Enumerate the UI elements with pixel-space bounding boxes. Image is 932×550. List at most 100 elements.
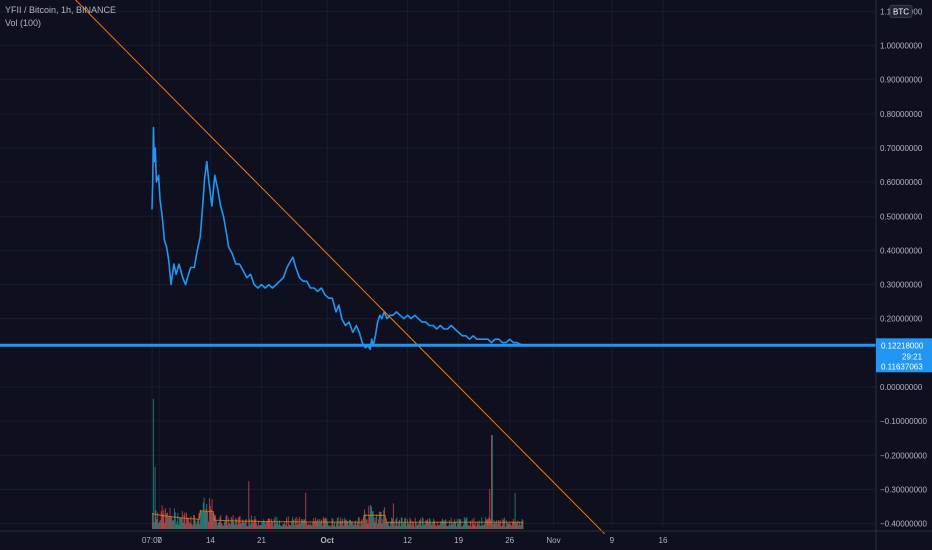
volume-bar xyxy=(441,518,443,529)
volume-bar xyxy=(496,520,498,529)
volume-bar xyxy=(417,524,419,529)
volume-bar xyxy=(379,511,381,529)
volume-bar xyxy=(215,520,217,529)
volume-bar xyxy=(281,526,283,529)
volume-bar xyxy=(355,520,357,529)
volume-bar xyxy=(301,519,303,529)
volume-bar xyxy=(275,524,277,529)
volume-bar xyxy=(325,518,327,529)
volume-bar xyxy=(215,515,216,529)
volume-bar xyxy=(480,525,482,529)
volume-bar xyxy=(375,517,377,529)
volume-bar xyxy=(160,511,162,529)
volume-bar xyxy=(198,513,200,529)
price-axis: 1.100000001.000000000.900000000.80000000… xyxy=(875,0,932,550)
volume-bar xyxy=(495,521,497,529)
volume-bar xyxy=(340,517,342,529)
volume-bar xyxy=(361,519,363,529)
chart-legend: YFII / Bitcoin, 1h, BINANCE Vol (100) xyxy=(5,4,116,30)
volume-bar xyxy=(319,519,321,529)
volume-bar xyxy=(305,492,307,529)
volume-bar xyxy=(253,519,255,529)
volume-bar xyxy=(430,523,432,529)
volume-bar xyxy=(466,517,468,529)
volume-bar xyxy=(357,517,359,529)
volume-bar xyxy=(229,524,231,529)
volume-bar xyxy=(434,524,436,529)
currency-badge-label: BTC xyxy=(893,7,909,16)
volume-bar xyxy=(363,521,365,529)
volume-bar xyxy=(155,510,157,529)
volume-bar xyxy=(348,525,350,529)
volume-bar xyxy=(418,523,420,529)
volume-bar xyxy=(164,522,166,529)
volume-bar xyxy=(500,525,502,529)
volume-bar xyxy=(239,516,241,529)
secondary-price-label: 0.11637063 xyxy=(881,362,923,371)
volume-bar xyxy=(482,524,484,529)
volume-bar xyxy=(414,517,416,529)
x-tick-label: 26 xyxy=(505,536,514,545)
volume-bar xyxy=(505,520,507,529)
x-tick-label: 14 xyxy=(206,536,215,545)
volume-indicator-label: Vol (100) xyxy=(5,18,42,28)
volume-bar xyxy=(465,517,467,529)
volume-bar xyxy=(265,523,266,529)
x-tick-label: 7 xyxy=(157,536,162,545)
volume-bar xyxy=(384,507,386,529)
volume-bar xyxy=(184,512,186,529)
volume-bar xyxy=(326,518,328,529)
volume-bar xyxy=(484,517,486,529)
volume-bar xyxy=(383,510,385,529)
volume-bar xyxy=(243,521,245,529)
volume-bar xyxy=(175,524,177,529)
volume-bar xyxy=(263,519,265,529)
volume-bar xyxy=(273,519,275,529)
volume-bar xyxy=(207,511,209,529)
x-tick-label: 9 xyxy=(610,536,615,545)
volume-bar xyxy=(423,525,425,529)
volume-bar xyxy=(439,524,441,529)
volume-pane xyxy=(151,399,524,529)
volume-bar xyxy=(304,519,306,529)
volume-bar xyxy=(371,506,372,529)
volume-bar xyxy=(370,505,372,529)
volume-bar xyxy=(300,523,301,529)
volume-bar xyxy=(294,518,296,529)
y-tick-label: −0.20000000 xyxy=(880,451,927,460)
volume-bar xyxy=(227,525,229,529)
volume-bar xyxy=(181,511,183,529)
volume-bar xyxy=(213,517,215,529)
volume-bar xyxy=(347,521,349,529)
volume-bar xyxy=(178,524,180,529)
volume-bar xyxy=(274,516,276,529)
volume-bar xyxy=(436,521,438,529)
volume-bar xyxy=(456,518,458,529)
volume-bar xyxy=(163,509,165,529)
volume-bar xyxy=(406,525,407,529)
volume-bar xyxy=(455,521,456,529)
volume-bar xyxy=(450,517,452,529)
volume-bar xyxy=(422,518,424,529)
volume-bar xyxy=(497,524,499,529)
volume-bar xyxy=(306,521,308,529)
y-tick-label: 0.80000000 xyxy=(880,110,923,119)
volume-bar xyxy=(188,521,190,529)
volume-bar xyxy=(279,525,281,529)
volume-bar xyxy=(396,517,398,529)
volume-bar xyxy=(491,435,492,529)
volume-bar xyxy=(489,489,491,529)
volume-bar xyxy=(243,522,245,529)
volume-bar xyxy=(461,526,463,529)
volume-bar xyxy=(222,524,223,529)
volume-bar xyxy=(444,519,446,529)
volume-bar xyxy=(189,523,191,529)
volume-bar xyxy=(264,521,266,529)
volume-bar xyxy=(343,517,345,529)
volume-bar xyxy=(368,505,370,529)
volume-bar xyxy=(410,519,412,529)
x-tick-label: 12 xyxy=(403,536,412,545)
volume-bar xyxy=(455,526,457,529)
volume-bar xyxy=(389,526,391,529)
